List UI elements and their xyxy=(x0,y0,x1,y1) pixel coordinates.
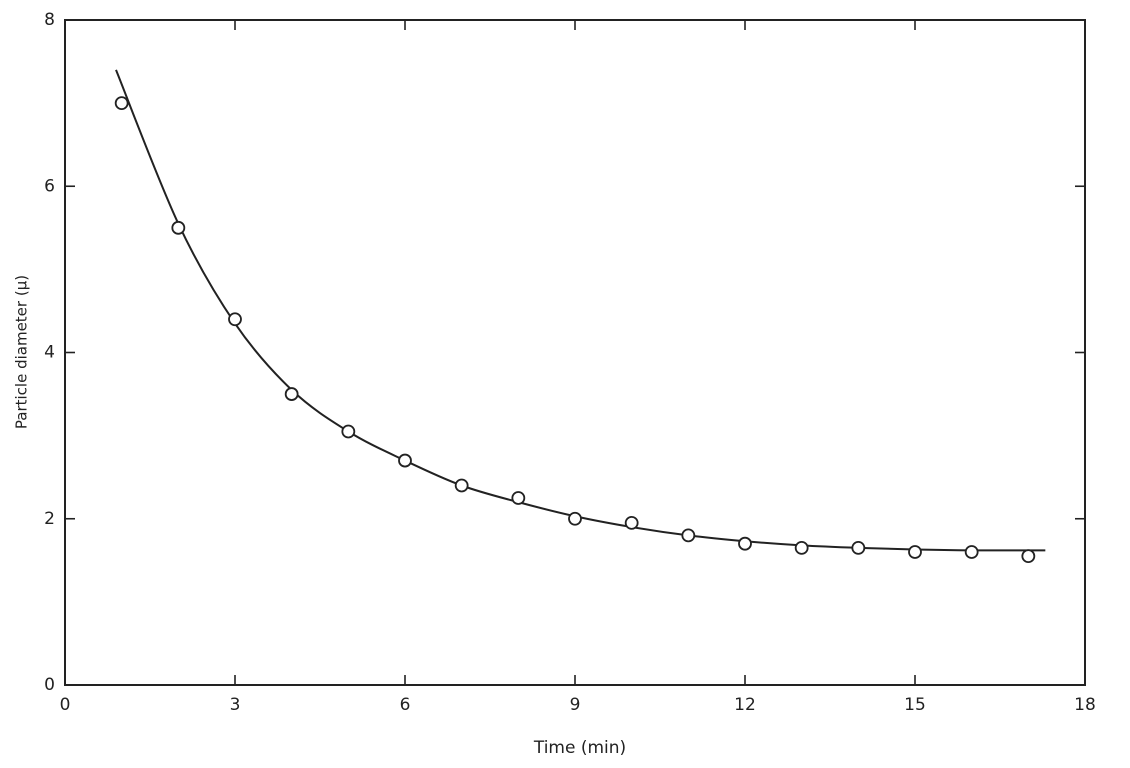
data-point xyxy=(794,540,809,555)
data-point xyxy=(851,540,866,555)
x-tick-label: 15 xyxy=(904,695,926,715)
x-axis-label: Time (min) xyxy=(533,738,626,758)
data-point xyxy=(171,220,186,235)
y-tick-label: 2 xyxy=(44,509,55,529)
x-tick-label: 12 xyxy=(734,695,756,715)
data-point xyxy=(454,478,469,493)
plot-frame xyxy=(64,19,1086,686)
x-tick-label: 6 xyxy=(400,695,411,715)
y-axis-label: Particle diameter (μ) xyxy=(13,275,31,429)
y-tick-label: 4 xyxy=(44,343,55,363)
y-tick-label: 6 xyxy=(44,176,55,196)
x-tick-label: 9 xyxy=(570,695,581,715)
data-point xyxy=(398,453,412,468)
data-point xyxy=(341,424,356,439)
data-point xyxy=(1021,549,1036,564)
x-tick-label: 3 xyxy=(230,695,241,715)
data-point xyxy=(908,545,922,559)
data-point xyxy=(284,387,299,401)
data-point xyxy=(228,312,242,327)
y-tick-label: 8 xyxy=(44,10,55,30)
data-point xyxy=(511,491,526,505)
data-point xyxy=(964,545,979,559)
data-point xyxy=(738,536,752,551)
x-tick-label: 0 xyxy=(60,695,71,715)
data-point xyxy=(624,516,639,530)
data-point xyxy=(568,511,582,526)
data-point xyxy=(681,528,696,543)
y-tick-label: 0 xyxy=(44,675,55,695)
data-point xyxy=(114,96,129,111)
x-tick-label: 18 xyxy=(1074,695,1096,715)
fit-curve xyxy=(115,69,1046,552)
